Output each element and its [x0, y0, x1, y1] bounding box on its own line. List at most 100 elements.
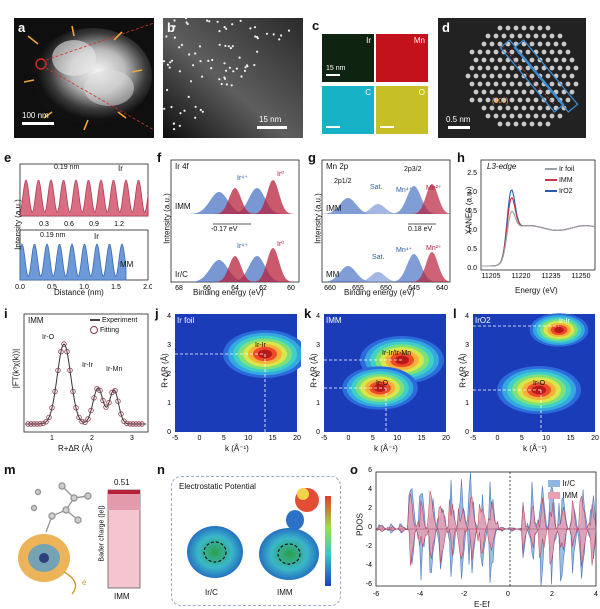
x-axis-label: Binding energy (eV)	[193, 288, 264, 297]
panel-f: f 68 66 64 62 60 Ir 4f Intensity (a.u.) Bind…	[153, 150, 303, 298]
x-tick-label: 0.0	[15, 284, 25, 291]
series-label: Ir	[118, 164, 123, 173]
panel-label-h: h	[457, 150, 465, 165]
atom-column	[485, 97, 491, 103]
nanoparticle-dot	[173, 36, 176, 39]
atom-column	[497, 25, 503, 31]
scale-bar-label: 0.5 nm	[446, 115, 471, 124]
y-axis-label: R+ΔR (Å)	[160, 353, 170, 388]
element-label: Ir	[366, 36, 371, 45]
fitting-point	[34, 421, 40, 427]
atom-column	[489, 105, 495, 111]
atom-column	[485, 65, 491, 71]
eds-map-ir: Ir 15 nm	[322, 34, 374, 82]
y-axis-label: PDOS	[355, 513, 365, 536]
peak-label: Ir-Mn	[106, 366, 123, 373]
atom-column	[569, 57, 575, 63]
peak-label: Ir⁰	[277, 241, 285, 248]
atom-column	[489, 73, 495, 79]
scale-bar-label: 100 nm	[22, 111, 49, 120]
element-label: Mn	[413, 36, 425, 45]
nanoparticle-dot	[253, 26, 257, 29]
atom-column	[517, 97, 523, 103]
spacing-label: 0.19 nm	[40, 232, 66, 239]
electrostatic-potential-maps	[187, 488, 331, 586]
nanoparticle-dot	[173, 19, 176, 22]
atom-column	[513, 121, 519, 127]
atom-column	[513, 89, 519, 95]
y-tick-label: 3	[167, 342, 171, 349]
atom-column	[469, 65, 475, 71]
fitting-point	[118, 411, 124, 417]
atom-column	[505, 89, 511, 95]
atom-column	[513, 25, 519, 31]
stem-image-b	[163, 18, 303, 138]
x-tick-label: 64	[231, 285, 239, 292]
nanoparticle-dot	[194, 105, 197, 108]
satellite-peak	[322, 204, 450, 214]
legend-item: IMM	[545, 175, 574, 186]
y-tick-label: 4	[167, 313, 171, 320]
nanoparticle-dot	[166, 88, 169, 92]
atom-column	[529, 57, 535, 63]
series-label: IMM	[28, 316, 44, 325]
sample-label: IMM	[326, 316, 342, 325]
atom-column	[489, 57, 495, 63]
line-profile-chart: 0.3 0.6 0.9 1.2 0.0 0.5 1.0 1.5 2.0	[15, 163, 152, 291]
nanoparticle-dot	[254, 35, 257, 38]
x-tick-label: -5	[470, 435, 476, 442]
nanoparticle-dot	[265, 32, 269, 35]
ft-exafs-chart: 1 2 3	[23, 313, 149, 442]
nanoparticle-dot	[218, 43, 221, 46]
panel-label-g: g	[308, 150, 316, 165]
fitting-point	[49, 405, 55, 411]
panel-label-l: l	[453, 306, 457, 321]
atom-column	[513, 73, 519, 79]
x-tick-label: 20	[591, 435, 599, 442]
x-axis-label: IMM	[114, 592, 130, 601]
fitting-point	[109, 389, 115, 396]
atom-column	[549, 65, 555, 71]
panel-label-f: f	[157, 150, 162, 165]
atom-column	[565, 97, 571, 103]
nanoparticle-dot	[245, 64, 248, 67]
panel-d: d (101) 0.5 nm	[438, 18, 586, 138]
nanoparticle-dot	[173, 25, 176, 28]
nanoparticle-dot	[249, 27, 252, 30]
series-label: IMM	[175, 202, 191, 211]
x-tick-label: 3	[130, 435, 134, 442]
atom-column	[509, 49, 515, 55]
x-tick-label: 15	[269, 435, 277, 442]
nanoparticle-dot	[187, 95, 190, 98]
atom-column	[509, 33, 515, 39]
series-label: Ir	[94, 232, 99, 241]
atom-column	[553, 41, 559, 47]
x-tick-label: 660	[324, 285, 336, 292]
fitting-point	[136, 421, 142, 427]
fitting-point	[91, 395, 97, 401]
panel-label-k: k	[304, 306, 312, 321]
panel-label-m: m	[4, 462, 16, 477]
x-tick-label: 10	[542, 435, 550, 442]
atom-column	[493, 113, 499, 119]
nanoparticle-dot	[256, 50, 259, 53]
atom-column	[529, 121, 535, 127]
panel-e: e 0.3 0.6 0.9 1.2 0.0 0.5 1.0 1.5 2.0 Intensity…	[2, 150, 152, 298]
pdos-chart: -6 -4 -2 0 2 4 -6 -4 -2 0 2 4 6	[366, 467, 598, 598]
atom-column	[481, 41, 487, 47]
series-label: Ir/C	[175, 270, 188, 279]
peak-label: Ir-Ir	[559, 318, 570, 325]
chart-title: Mn 2p	[326, 162, 349, 171]
nanoparticle-dot	[238, 56, 241, 59]
atom-column	[521, 121, 527, 127]
sample-label: Ir/C	[205, 588, 218, 597]
y-axis-label: Intensity (a.u.)	[162, 193, 172, 244]
nanoparticle-dot	[207, 59, 210, 63]
fitting-point	[124, 420, 130, 427]
nanoparticle-dot	[169, 61, 172, 64]
nanoparticle-dot	[256, 37, 259, 40]
atom-column	[537, 25, 543, 31]
nanoparticle-dot	[173, 128, 176, 131]
panel-label-i: i	[4, 306, 8, 321]
atom-column	[477, 81, 483, 87]
